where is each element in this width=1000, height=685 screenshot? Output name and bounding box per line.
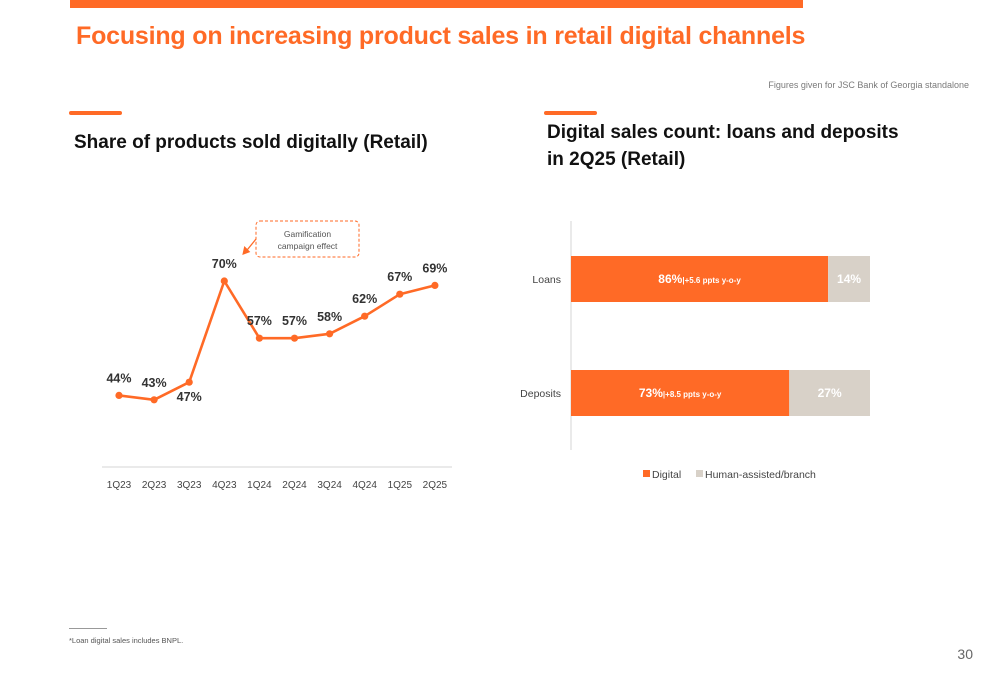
x-tick-4q23: 4Q23 bbox=[212, 480, 237, 491]
x-tick-1q23: 1Q23 bbox=[107, 480, 132, 491]
legend-label-branch: Human-assisted/branch bbox=[705, 469, 816, 481]
data-point-2q23 bbox=[150, 396, 158, 404]
page-number: 30 bbox=[957, 646, 973, 662]
top-accent-bar bbox=[70, 0, 803, 8]
data-label-4q24: 62% bbox=[352, 292, 377, 306]
data-point-1q24 bbox=[255, 334, 263, 342]
x-tick-1q24: 1Q24 bbox=[247, 480, 272, 491]
legend-swatch-digital bbox=[643, 470, 650, 477]
annotation-box bbox=[255, 220, 360, 258]
category-label-loans: Loans bbox=[532, 274, 561, 286]
data-point-1q25 bbox=[396, 290, 404, 298]
data-point-1q23 bbox=[115, 391, 123, 399]
data-label-2q23: 43% bbox=[142, 376, 167, 390]
x-tick-3q24: 3Q24 bbox=[317, 480, 342, 491]
digital-value-deposits: 73% bbox=[639, 386, 663, 400]
data-point-3q23 bbox=[185, 378, 193, 386]
data-label-1q25: 67% bbox=[387, 270, 412, 284]
x-tick-2q24: 2Q24 bbox=[282, 480, 307, 491]
data-point-4q24 bbox=[361, 312, 369, 320]
data-label-4q23: 70% bbox=[212, 257, 237, 271]
legend-label-digital: Digital bbox=[652, 469, 681, 481]
annotation-arrowhead bbox=[242, 246, 251, 255]
legend-swatch-branch bbox=[696, 470, 703, 477]
data-label-3q23: 47% bbox=[177, 390, 202, 404]
data-point-2q25 bbox=[431, 281, 439, 289]
line-chart-title: Share of products sold digitally (Retail… bbox=[74, 132, 428, 153]
digital-yoy-note-loans: |+5.6 ppts y-o-y bbox=[682, 276, 741, 285]
branch-label-deposits: 27% bbox=[818, 386, 842, 400]
branch-label-loans: 14% bbox=[837, 272, 861, 286]
digital-label-deposits: 73%|+8.5 ppts y-o-y bbox=[639, 386, 722, 400]
right-panel-accent bbox=[544, 111, 597, 115]
digital-bar-loans bbox=[571, 256, 829, 302]
digital-value-loans: 86% bbox=[658, 272, 682, 286]
category-label-deposits: Deposits bbox=[520, 388, 561, 400]
data-label-1q23: 44% bbox=[106, 371, 131, 385]
left-panel-accent bbox=[69, 111, 122, 115]
page-title: Focusing on increasing product sales in … bbox=[76, 22, 806, 50]
annotation-arrow-line bbox=[245, 238, 257, 252]
line-series bbox=[118, 279, 436, 402]
x-tick-2q25: 2Q25 bbox=[423, 480, 448, 491]
footnote-divider bbox=[69, 628, 107, 629]
digital-bar-deposits bbox=[571, 370, 790, 416]
annotation-text-line-1: Gamification bbox=[284, 229, 332, 239]
source-note: Figures given for JSC Bank of Georgia st… bbox=[768, 80, 969, 90]
footnote: *Loan digital sales includes BNPL. bbox=[69, 636, 184, 645]
data-point-2q24 bbox=[290, 334, 299, 342]
data-label-2q24: 57% bbox=[282, 314, 307, 328]
data-label-2q25: 69% bbox=[422, 261, 447, 275]
branch-bar-loans bbox=[828, 256, 870, 302]
bar-chart-title-line-1: Digital sales count: loans and deposits bbox=[547, 122, 899, 143]
digital-label-loans: 86%|+5.6 ppts y-o-y bbox=[658, 272, 741, 286]
data-point-3q24 bbox=[326, 330, 334, 338]
data-label-1q24: 57% bbox=[247, 314, 272, 328]
digital-yoy-note-deposits: |+8.5 ppts y-o-y bbox=[663, 390, 722, 399]
data-label-3q24: 58% bbox=[317, 310, 342, 324]
x-tick-2q23: 2Q23 bbox=[142, 480, 167, 491]
annotation-text-line-2: campaign effect bbox=[278, 241, 338, 251]
x-tick-3q23: 3Q23 bbox=[177, 480, 202, 491]
x-tick-1q25: 1Q25 bbox=[388, 480, 413, 491]
data-point-4q23 bbox=[220, 277, 228, 285]
bar-chart-title-line-2: in 2Q25 (Retail) bbox=[547, 149, 686, 170]
x-tick-4q24: 4Q24 bbox=[352, 480, 377, 491]
branch-bar-deposits bbox=[789, 370, 870, 416]
bar-chart-title: Digital sales count: loans and deposits … bbox=[547, 119, 899, 173]
